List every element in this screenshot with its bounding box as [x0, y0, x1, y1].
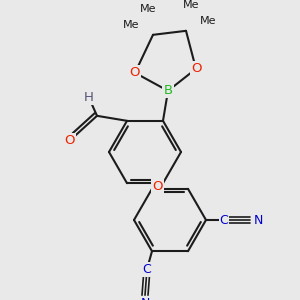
Text: O: O	[191, 62, 201, 75]
Text: N: N	[140, 297, 150, 300]
Text: Me: Me	[123, 20, 139, 30]
Text: H: H	[84, 91, 94, 104]
Text: O: O	[65, 134, 75, 147]
Text: Me: Me	[200, 16, 216, 26]
Text: C: C	[220, 214, 228, 226]
Text: O: O	[130, 66, 140, 79]
Text: O: O	[152, 179, 163, 193]
Text: N: N	[253, 214, 263, 226]
Text: Me: Me	[183, 0, 199, 10]
Text: Me: Me	[140, 4, 156, 14]
Text: B: B	[164, 84, 172, 97]
Text: C: C	[142, 263, 152, 276]
